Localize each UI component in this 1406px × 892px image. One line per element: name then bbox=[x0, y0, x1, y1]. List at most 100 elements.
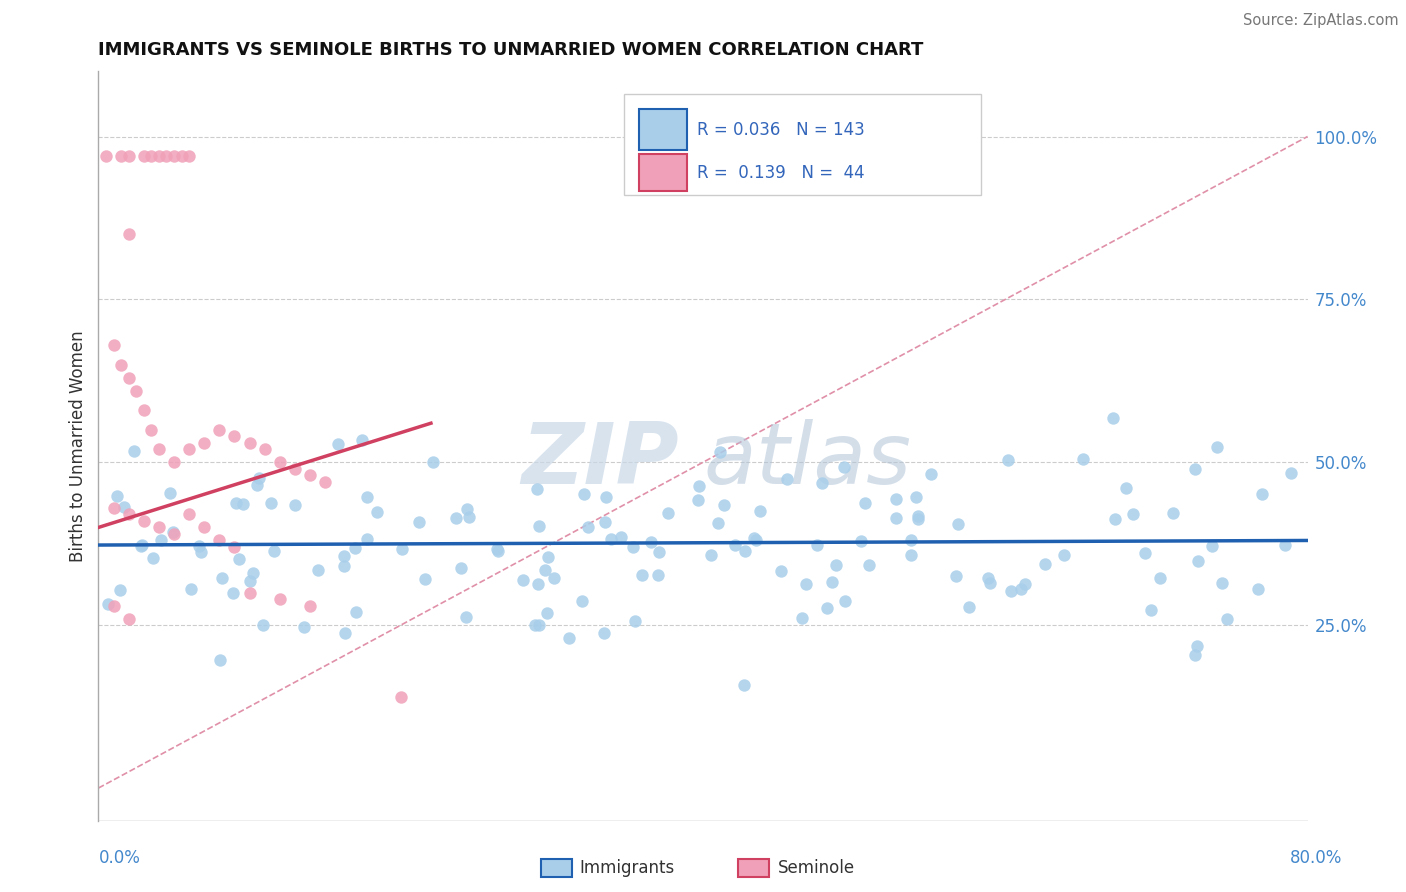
Point bbox=[159, 486, 181, 500]
Point bbox=[1274, 538, 1296, 552]
Point bbox=[1184, 648, 1206, 662]
Point bbox=[110, 582, 132, 597]
Point bbox=[647, 568, 669, 582]
Point bbox=[610, 530, 633, 544]
Point bbox=[97, 598, 120, 612]
Point bbox=[344, 541, 367, 555]
Point bbox=[413, 572, 436, 586]
Point bbox=[647, 545, 669, 559]
Point bbox=[105, 489, 128, 503]
FancyBboxPatch shape bbox=[638, 109, 688, 150]
Point bbox=[155, 149, 177, 163]
Point bbox=[314, 475, 336, 489]
Point bbox=[118, 370, 141, 384]
Point bbox=[132, 514, 155, 528]
Point bbox=[162, 524, 184, 539]
Point bbox=[1184, 462, 1206, 476]
Point bbox=[225, 496, 247, 510]
Point bbox=[527, 617, 550, 632]
Point bbox=[299, 468, 322, 483]
Point bbox=[224, 540, 246, 554]
Point bbox=[825, 558, 848, 572]
Point bbox=[595, 490, 617, 504]
Point bbox=[534, 563, 557, 577]
Point bbox=[260, 495, 283, 509]
Point bbox=[576, 519, 599, 533]
Point bbox=[131, 538, 153, 552]
Point bbox=[263, 544, 285, 558]
Point bbox=[224, 429, 246, 443]
Point bbox=[284, 462, 307, 476]
Point bbox=[536, 606, 558, 620]
Point bbox=[142, 551, 165, 566]
Point bbox=[456, 610, 478, 624]
Point bbox=[834, 594, 856, 608]
Point bbox=[118, 227, 141, 242]
Point bbox=[776, 472, 799, 486]
Point bbox=[294, 620, 316, 634]
Point bbox=[794, 577, 817, 591]
Point bbox=[110, 149, 132, 163]
Point bbox=[193, 435, 215, 450]
Point bbox=[884, 492, 907, 507]
Point bbox=[558, 631, 581, 645]
Point bbox=[232, 497, 254, 511]
Point bbox=[163, 527, 186, 541]
Point bbox=[209, 653, 232, 667]
Point bbox=[456, 501, 478, 516]
Point bbox=[529, 518, 551, 533]
Point bbox=[527, 577, 550, 591]
Point bbox=[631, 567, 654, 582]
Text: 80.0%: 80.0% bbox=[1291, 849, 1343, 867]
Point bbox=[1104, 512, 1126, 526]
Point bbox=[356, 490, 378, 504]
Text: ZIP: ZIP bbox=[522, 419, 679, 502]
Point bbox=[640, 534, 662, 549]
Point bbox=[724, 538, 747, 552]
Point bbox=[1187, 554, 1209, 568]
Point bbox=[977, 571, 1000, 585]
Point bbox=[253, 442, 276, 457]
FancyBboxPatch shape bbox=[624, 94, 981, 195]
Point bbox=[946, 517, 969, 532]
Point bbox=[246, 477, 269, 491]
Point bbox=[132, 403, 155, 417]
Point bbox=[526, 482, 548, 496]
Point bbox=[118, 149, 141, 163]
Point bbox=[208, 423, 231, 437]
Point bbox=[1052, 548, 1074, 562]
Text: Immigrants: Immigrants bbox=[579, 859, 675, 877]
Point bbox=[1122, 507, 1144, 521]
Point bbox=[299, 599, 322, 613]
Point bbox=[179, 508, 201, 522]
Point bbox=[1163, 507, 1185, 521]
Point bbox=[284, 498, 307, 512]
Point bbox=[239, 585, 262, 599]
Point bbox=[344, 605, 367, 619]
Point bbox=[1115, 481, 1137, 495]
Point bbox=[733, 678, 755, 692]
Point bbox=[269, 592, 291, 607]
Point bbox=[790, 611, 813, 625]
FancyBboxPatch shape bbox=[638, 153, 688, 191]
Point bbox=[228, 551, 250, 566]
Point bbox=[239, 435, 262, 450]
Point bbox=[366, 504, 388, 518]
Point bbox=[163, 149, 186, 163]
Point bbox=[624, 614, 647, 628]
Point bbox=[150, 533, 173, 547]
Point bbox=[512, 573, 534, 587]
Point bbox=[997, 452, 1019, 467]
Point bbox=[332, 559, 354, 574]
Text: IMMIGRANTS VS SEMINOLE BIRTHS TO UNMARRIED WOMEN CORRELATION CHART: IMMIGRANTS VS SEMINOLE BIRTHS TO UNMARRI… bbox=[98, 41, 924, 59]
Text: Seminole: Seminole bbox=[778, 859, 855, 877]
Text: 0.0%: 0.0% bbox=[98, 849, 141, 867]
Point bbox=[707, 516, 730, 530]
Point bbox=[1216, 612, 1239, 626]
Point bbox=[356, 532, 378, 546]
Point bbox=[422, 454, 444, 468]
Point bbox=[180, 582, 202, 597]
Point bbox=[141, 423, 163, 437]
Point bbox=[141, 149, 163, 163]
Point bbox=[486, 544, 509, 558]
